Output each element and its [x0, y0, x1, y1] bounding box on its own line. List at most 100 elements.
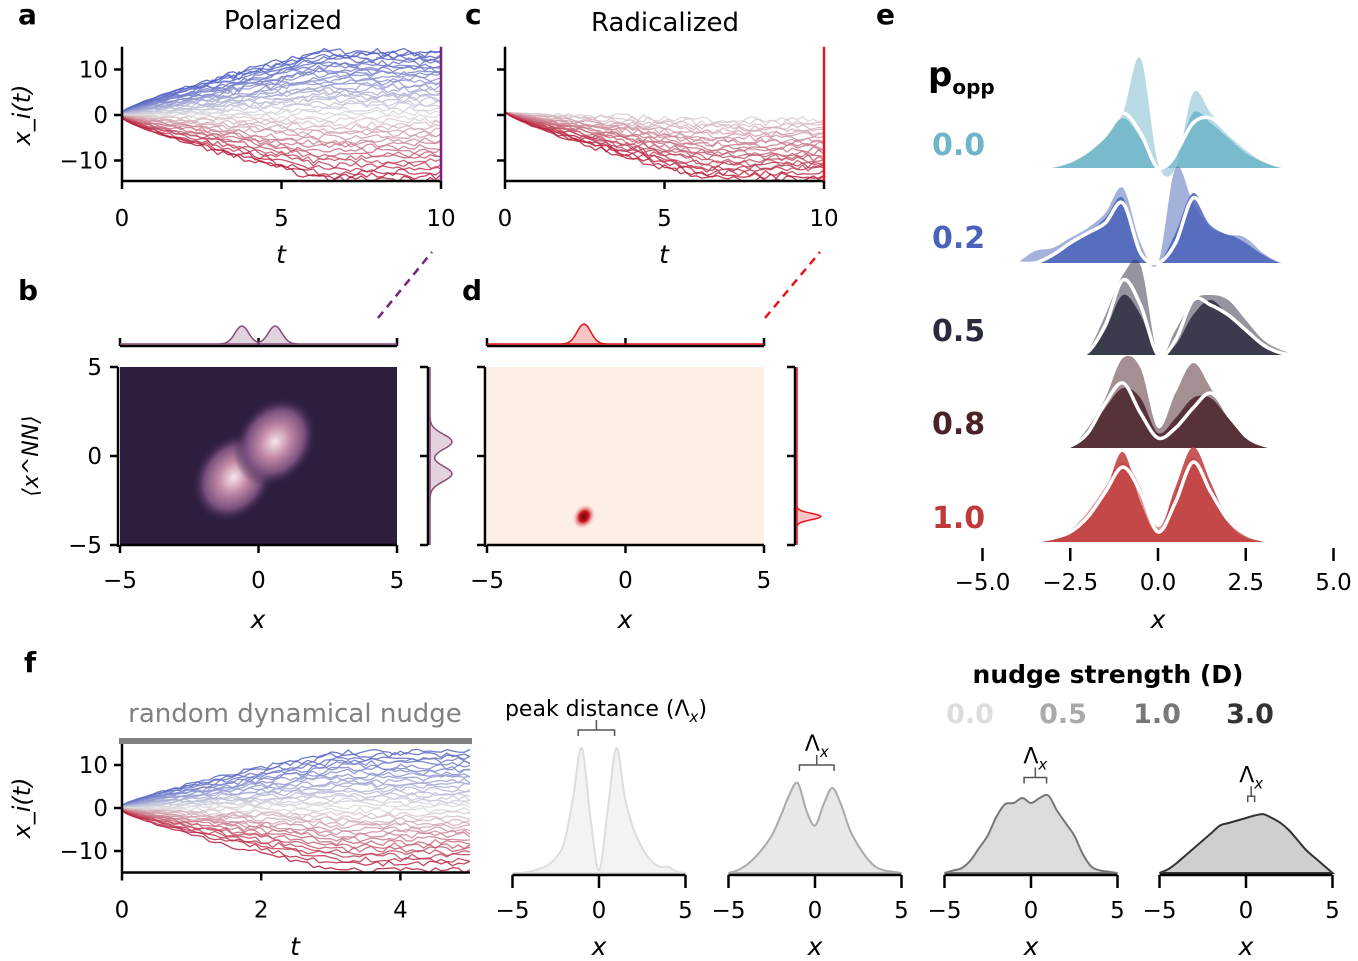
ylabel-b: ⟨x^NN⟩ [19, 415, 44, 497]
trajectory-line [121, 117, 442, 183]
panel-label-d: d [462, 274, 482, 307]
density-mode [571, 503, 597, 530]
panel-b-joint-density: −5 0 5 5 0 −5 [68, 251, 453, 594]
trajectory-line [121, 115, 442, 151]
legend-entry-D: 0.5 [1039, 699, 1087, 730]
x-tick-label: 5.0 [1315, 570, 1352, 596]
lambda-subscript: x [1253, 774, 1263, 792]
peak-distance-label: peak distance (Λx) [505, 697, 707, 726]
trajectory-line [504, 111, 825, 164]
trajectory-line [121, 810, 471, 863]
ridge-density-fill [1017, 57, 1299, 177]
ridge-row: 1.0 [932, 446, 1299, 544]
x-tick-label: 10 [426, 206, 455, 232]
trajectory-line [121, 800, 471, 809]
trajectory-line [121, 116, 442, 169]
x-tick-label: −5 [103, 568, 137, 594]
kde-curve [512, 746, 686, 875]
xlabel-f: t [290, 932, 301, 961]
trajectory-line [121, 788, 471, 808]
trajectory-line [121, 807, 471, 821]
ridge-density-fill [1017, 111, 1299, 170]
trajectory-line [121, 808, 471, 833]
trajectory-line [121, 759, 471, 807]
lambda-subscript: x [819, 743, 829, 761]
x-tick-label: 5 [678, 898, 693, 924]
panel-label-f: f [24, 646, 37, 679]
marginal-x-density [119, 325, 397, 345]
lambda-label: Λx [1239, 763, 1263, 792]
ridge-row: 0.5 [932, 259, 1299, 359]
panel-label-c: c [465, 0, 482, 31]
connector-dashed-line [377, 251, 433, 319]
x-tick-label: 2 [254, 898, 269, 924]
y-tick-label: 10 [79, 58, 108, 84]
legend-title-nudge: nudge strength (D) [973, 660, 1244, 689]
trajectory-line [121, 803, 471, 811]
trajectory-line [121, 78, 442, 114]
peak-distance-bracket [577, 720, 616, 736]
lambda-label: Λx [1023, 745, 1047, 774]
panel-f-trajectories: 0 2 4 10 0 −10 [59, 743, 471, 924]
trajectory-line [121, 777, 471, 808]
trajectory-line [504, 111, 825, 162]
trajectory-line [504, 111, 825, 142]
xlabel-d: x [617, 605, 633, 634]
popp-label: 0.0 [932, 128, 985, 163]
x-tick-label: 0 [1239, 898, 1254, 924]
lambda-label: Λx [805, 732, 829, 761]
x-tick-label: 5 [1110, 898, 1125, 924]
lambda-subscript: x [689, 708, 699, 726]
popp-label: 0.2 [932, 221, 985, 256]
x-tick-label: 5 [274, 206, 289, 232]
y-tick-label: 0 [93, 103, 108, 129]
trajectory-line [121, 115, 442, 145]
ylabel-f: x_i(t) [8, 777, 36, 839]
kde-panel: −5 0 5 x [496, 720, 693, 961]
x-tick-label: 10 [809, 206, 838, 232]
ridge-mean-line [1017, 111, 1299, 171]
legend-entry-D: 3.0 [1226, 699, 1274, 730]
popp-label: 0.8 [932, 407, 985, 442]
nudge-bar [119, 738, 472, 744]
ridge-density-fill [1017, 192, 1299, 265]
x-tick-label: 5 [657, 206, 672, 232]
trajectory-line [121, 786, 471, 808]
peak-distance-text: peak distance ( [505, 697, 675, 722]
panel-label-b: b [18, 274, 38, 307]
panel-label-e: e [876, 0, 895, 31]
trajectory-line [121, 116, 442, 158]
peak-distance-bracket [1023, 767, 1048, 784]
ridge-density-fill [1017, 456, 1299, 542]
density-mode [233, 396, 317, 487]
x-tick-label: 0 [115, 206, 130, 232]
x-tick-label: 0 [251, 568, 266, 594]
y-tick-label: −5 [68, 533, 102, 559]
panel-label-a: a [18, 0, 37, 31]
trajectory-line [121, 115, 442, 148]
x-tick-label: 2.5 [1227, 570, 1264, 596]
ridge-row: 0.2 [932, 166, 1299, 267]
kde-curve [1159, 813, 1336, 874]
peak-distance-bracket [798, 755, 835, 771]
ridge-row: 0.8 [932, 355, 1299, 450]
y-tick-label: 0 [87, 444, 102, 470]
y-tick-label: 0 [93, 796, 108, 822]
trajectory-line [121, 768, 471, 807]
x-tick-label: 0 [618, 568, 633, 594]
x-tick-label: 0 [592, 898, 607, 924]
paren-close: ) [698, 697, 707, 722]
lambda-subscript: x [1037, 756, 1047, 774]
legend-entry-D: 1.0 [1133, 699, 1181, 730]
x-tick-label: −5 [496, 898, 530, 924]
trajectory-line [504, 111, 825, 173]
x-tick-label: 0 [1024, 898, 1039, 924]
x-tick-label: −5 [712, 898, 746, 924]
ridge-mean-line [1017, 381, 1299, 450]
panel-d-joint-density: −5 0 5 [470, 251, 822, 594]
legend-title-sub: opp [952, 75, 994, 99]
x-tick-label: 0 [498, 206, 513, 232]
